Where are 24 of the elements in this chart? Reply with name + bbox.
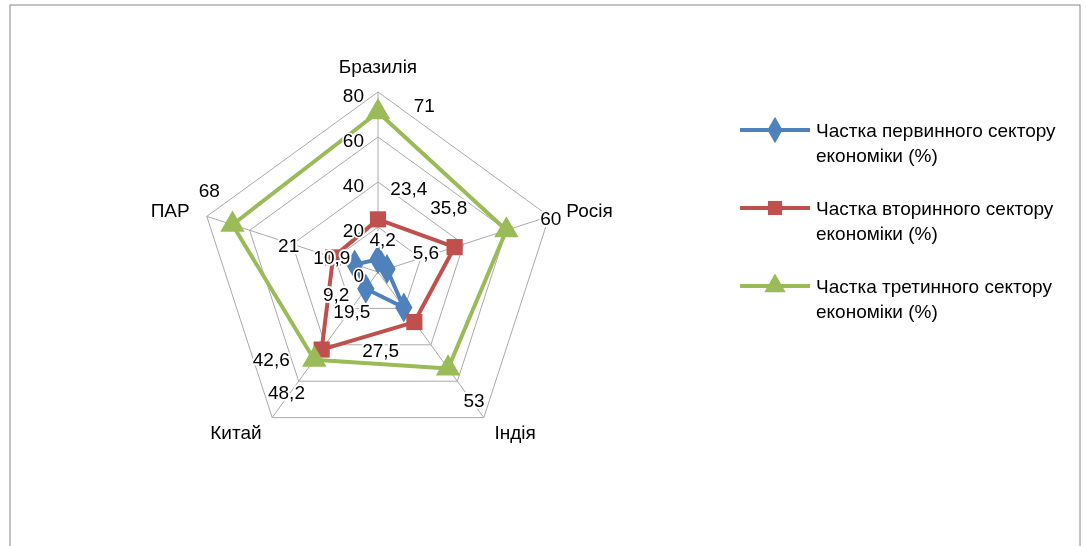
data-label: 71 [413, 94, 435, 116]
data-label: 42,6 [252, 348, 290, 370]
spoke-label: Росія [566, 200, 613, 222]
data-label: 60 [540, 207, 562, 229]
data-label: 23,4 [390, 178, 428, 200]
data-label: 68 [198, 180, 220, 202]
data-label: 21 [278, 234, 300, 256]
data-label: 48,2 [267, 381, 305, 403]
y-tick-label: 80 [342, 84, 364, 106]
data-label: 5,6 [412, 242, 440, 264]
data-label: 35,8 [430, 197, 468, 219]
spoke-label: ПАР [150, 200, 190, 222]
data-label: 4,2 [369, 229, 396, 251]
y-tick-label: 40 [342, 174, 364, 196]
data-label: 53 [463, 390, 485, 412]
spoke-label: Індія [494, 421, 536, 443]
y-tick-label: 20 [342, 219, 364, 241]
spoke-label: Китай [210, 421, 262, 443]
data-label: 27,5 [362, 340, 400, 362]
legend-label: Частка третинного сектору економіки (%) [816, 275, 1053, 323]
legend-label: Частка вторинного сектору економіки (%) [816, 197, 1054, 245]
legend-label: Частка первинного сектору економіки (%) [816, 119, 1057, 167]
y-tick-label: 60 [342, 129, 364, 151]
spoke-label: Бразилія [338, 55, 418, 77]
